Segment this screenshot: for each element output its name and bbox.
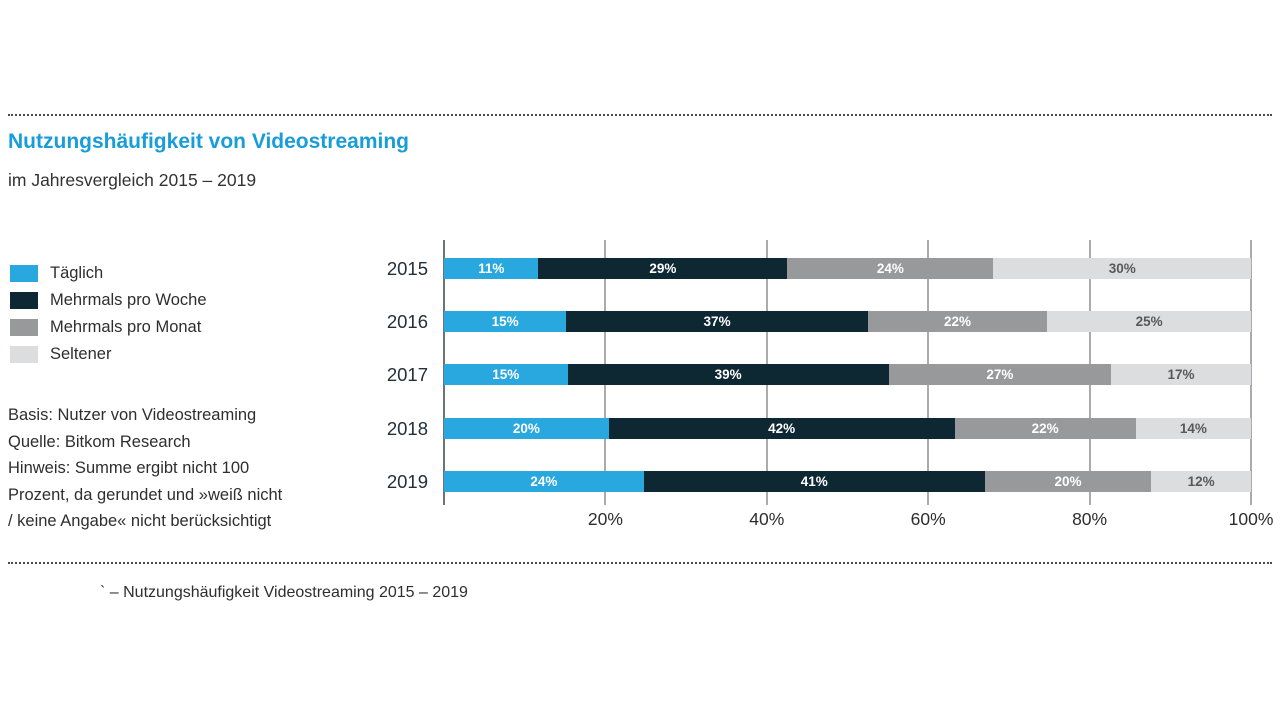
bar-segment-value-label: 27% [986, 367, 1014, 383]
x-tick-label-60: 60% [910, 509, 946, 529]
legend-item-label: Seltener [50, 345, 112, 363]
note-line-quelle: Quelle: Bitkom Research [8, 432, 191, 451]
bottom-dotted-rule [8, 562, 1272, 564]
bar-segment-value-label: 30% [1108, 260, 1136, 276]
bar-row-2018: 20% 42% 22% 14% [444, 417, 1251, 439]
gridline-100 [1250, 240, 1252, 505]
bar-segment: 14% [1135, 417, 1251, 439]
footer-caption: ` – Nutzungshäufigkeit Videostreaming 20… [100, 584, 468, 601]
bar-segment-value-label: 11% [478, 260, 505, 276]
year-label-2015: 2015 [386, 257, 428, 279]
bar-segment: 22% [867, 310, 1048, 332]
bar-segment: 17% [1111, 364, 1251, 386]
legend-swatch-taeglich-icon [10, 265, 38, 282]
bar-segment-value-label: 24% [530, 474, 558, 490]
x-axis-tick-labels: 20% 40% 60% 80% 100% [444, 509, 1274, 533]
bar-segment: 20% [984, 471, 1152, 493]
bar-segment: 22% [954, 417, 1136, 439]
bar-segment-value-label: 24% [876, 260, 904, 276]
note-line-hinweis-3: / keine Angabe« nicht berücksichtigt [8, 512, 272, 530]
bar-segment-value-label: 15% [491, 313, 519, 329]
bar-segment-value-label: 22% [1031, 420, 1059, 436]
source-notes: Basis: Nutzer von Videostreaming Quelle:… [8, 402, 282, 535]
legend-item-mehrmals-pro-woche: Mehrmals pro Woche [10, 287, 207, 314]
bar-segment-value-label: 14% [1179, 420, 1207, 436]
bar-segment-value-label: 42% [768, 420, 796, 436]
bar-segment: 12% [1151, 471, 1251, 493]
top-dotted-rule [8, 114, 1272, 116]
bar-segment: 27% [888, 364, 1112, 386]
bar-segment-value-label: 39% [714, 367, 742, 383]
bar-segment: 15% [444, 310, 567, 332]
bar-segment-value-label: 20% [1054, 474, 1082, 490]
bar-segment: 24% [787, 257, 994, 279]
legend-item-taeglich: Täglich [10, 260, 207, 287]
bar-segment-value-label: 25% [1135, 313, 1163, 329]
bar-segment: 15% [444, 364, 568, 386]
x-tick-label-100: 100% [1228, 509, 1274, 529]
page-title: Nutzungshäufigkeit von Videostreaming [8, 130, 409, 153]
bar-segment: 42% [608, 417, 955, 439]
bar-row-2019: 24% 41% 20% 12% [444, 471, 1251, 493]
bar-row-2017: 15% 39% 27% 17% [444, 364, 1251, 386]
legend-swatch-seltener-icon [10, 346, 38, 363]
chart-legend: Täglich Mehrmals pro Woche Mehrmals pro … [10, 260, 207, 368]
x-tick-label-40: 40% [749, 509, 785, 529]
bar-segment: 11% [444, 257, 539, 279]
bar-segment: 39% [567, 364, 889, 386]
year-label-2017: 2017 [386, 364, 428, 386]
year-label-2018: 2018 [386, 417, 428, 439]
bar-segment: 24% [444, 471, 644, 493]
legend-item-mehrmals-pro-monat: Mehrmals pro Monat [10, 314, 207, 341]
legend-item-label: Mehrmals pro Monat [50, 318, 202, 336]
bar-segment-value-label: 17% [1167, 367, 1195, 383]
bar-segment: 25% [1047, 310, 1251, 332]
bar-segment: 29% [538, 257, 788, 279]
bar-segment-value-label: 22% [944, 313, 972, 329]
bar-segment-value-label: 15% [492, 367, 520, 383]
legend-item-seltener: Seltener [10, 341, 207, 368]
legend-swatch-mehrmals-pro-monat-icon [10, 319, 38, 336]
note-line-basis: Basis: Nutzer von Videostreaming [8, 406, 257, 424]
bar-segment-value-label: 20% [512, 420, 540, 436]
bar-segment: 20% [444, 417, 609, 439]
note-line-hinweis-1: Hinweis: Summe ergibt nicht 100 [8, 459, 250, 477]
bar-row-2015: 11% 29% 24% 30% [444, 257, 1251, 279]
bar-segment: 41% [643, 471, 985, 493]
bar-segment: 30% [993, 257, 1251, 279]
bar-segment-value-label: 37% [703, 313, 731, 329]
legend-item-label: Mehrmals pro Woche [50, 291, 207, 309]
bar-segment-value-label: 29% [649, 260, 677, 276]
plot-area: 11% 29% 24% 30% 15% 37% 22% 25% 15% 39% 27% 17% 20% 4… [443, 240, 1252, 505]
x-tick-label-80: 80% [1072, 509, 1108, 529]
bar-segment-value-label: 41% [800, 474, 828, 490]
legend-swatch-mehrmals-pro-woche-icon [10, 292, 38, 309]
bar-segment-value-label: 12% [1187, 474, 1215, 490]
year-label-2019: 2019 [386, 471, 428, 493]
bar-segment: 37% [566, 310, 868, 332]
x-tick-label-20: 20% [587, 509, 623, 529]
page-subtitle: im Jahresvergleich 2015 – 2019 [8, 170, 257, 190]
note-line-hinweis-2: Prozent, da gerundet und »weiß nicht [8, 485, 283, 504]
bar-row-2016: 15% 37% 22% 25% [444, 310, 1251, 332]
legend-item-label: Täglich [50, 264, 104, 282]
y-axis-category-labels: 2015 2016 2017 2018 2019 [358, 240, 428, 505]
year-label-2016: 2016 [386, 310, 428, 332]
